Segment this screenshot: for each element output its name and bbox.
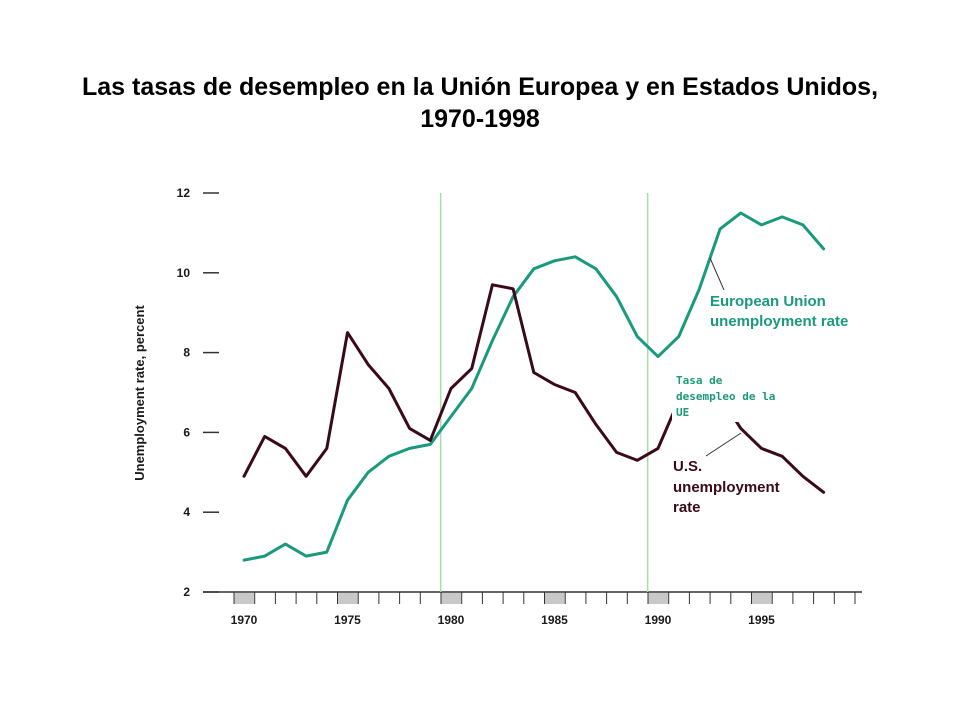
annotation-background <box>672 370 784 422</box>
us-label-leader <box>705 432 742 457</box>
us-series-label-line1: U.S. <box>673 458 702 475</box>
annotation-line1: Tasa de <box>676 374 723 387</box>
y-tick-label: 8 <box>183 346 190 360</box>
x-year-shade <box>441 593 461 604</box>
x-tick-label: 1980 <box>438 613 465 627</box>
y-tick-label: 10 <box>177 266 191 280</box>
x-tick-label: 1990 <box>645 613 672 627</box>
reference-lines <box>439 193 649 592</box>
y-tick-label: 6 <box>183 425 190 439</box>
annotation-line2: desempleo de la <box>676 390 775 403</box>
axes: 2 4 6 8 10 12 1970 1975 1980 1985 1990 1995 <box>177 186 862 627</box>
x-tick-label: 1985 <box>541 613 568 627</box>
x-year-shade <box>337 593 358 604</box>
y-tick-label: 12 <box>177 186 191 200</box>
y-tick-label: 2 <box>183 585 190 599</box>
x-year-shade <box>751 593 772 604</box>
x-tick-label: 1975 <box>334 613 361 627</box>
chart-title-line1: Las tasas de desempleo en la Unión Europ… <box>81 73 879 101</box>
chart-title: Las tasas de desempleo en la Unión Europ… <box>20 71 940 135</box>
x-year-shade <box>234 593 254 604</box>
annotation-line3: UE <box>676 406 689 419</box>
x-tick-label: 1995 <box>748 613 775 627</box>
us-series-label-line2: unemployment <box>673 479 780 496</box>
eu-series-label-line2: unemployment rate <box>710 313 848 330</box>
x-year-shade <box>544 593 565 604</box>
chart-title-line2: 1970-1998 <box>420 105 540 133</box>
eu-label-leader <box>709 257 725 291</box>
x-year-shade <box>648 593 668 604</box>
y-axis-title: Unemployment rate, percent <box>132 305 147 481</box>
us-series-label-line3: rate <box>673 499 701 516</box>
eu-unemployment-line <box>242 211 826 562</box>
y-tick-label: 4 <box>183 505 190 519</box>
x-tick-label: 1970 <box>231 613 258 627</box>
eu-series-label-line1: European Union <box>710 293 826 310</box>
